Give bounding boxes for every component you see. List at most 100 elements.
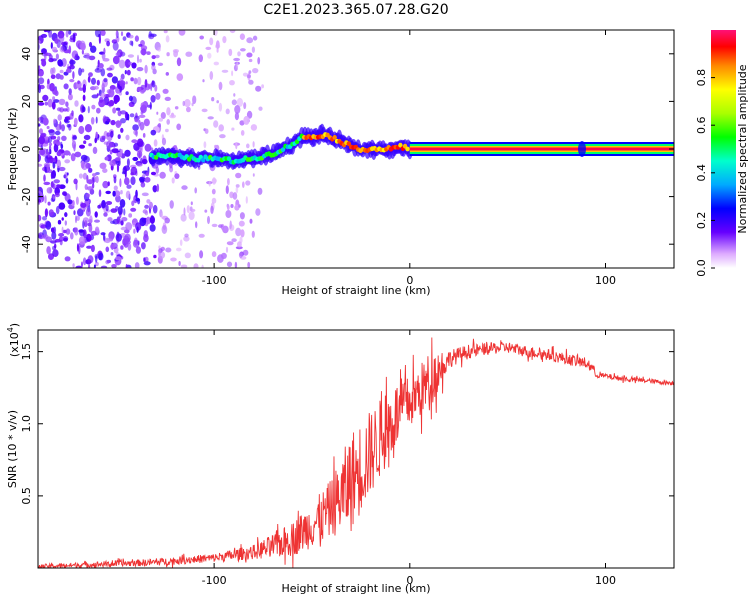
noise-speckle <box>38 198 42 203</box>
noise-speckle <box>142 209 148 214</box>
noise-speckle <box>207 215 210 225</box>
noise-speckle <box>119 85 122 93</box>
noise-speckle <box>67 93 73 101</box>
noise-speckle <box>211 197 217 204</box>
noise-speckle <box>140 182 146 188</box>
noise-speckle <box>163 30 168 34</box>
noise-speckle <box>65 68 71 73</box>
noise-speckle <box>166 52 170 57</box>
noise-speckle <box>86 53 90 60</box>
noise-speckle <box>74 100 79 107</box>
noise-speckle <box>252 68 259 74</box>
noise-speckle <box>105 155 109 161</box>
noise-speckle <box>151 80 156 88</box>
noise-speckle <box>103 77 108 83</box>
noise-speckle <box>107 217 113 222</box>
noise-speckle <box>102 58 110 62</box>
noise-speckle <box>251 46 255 53</box>
noise-speckle <box>57 61 62 66</box>
noise-speckle <box>49 82 55 92</box>
noise-speckle <box>56 159 61 169</box>
noise-speckle <box>107 72 113 78</box>
noise-speckle <box>98 96 104 103</box>
noise-speckle <box>82 83 87 93</box>
noise-speckle <box>166 107 171 116</box>
noise-speckle <box>235 172 242 179</box>
noise-speckle <box>57 114 62 121</box>
noise-speckle <box>120 190 123 195</box>
noise-speckle <box>40 48 47 54</box>
snr-panel: -100 0 100 0.5 1.0 1.5 Height of straight lin… <box>6 323 675 595</box>
noise-speckle <box>218 124 224 132</box>
noise-speckle <box>53 99 60 103</box>
noise-speckle <box>117 134 121 140</box>
noise-speckle <box>238 220 245 227</box>
noise-speckle <box>63 71 69 76</box>
noise-speckle <box>143 118 150 127</box>
noise-speckle <box>66 124 71 128</box>
noise-speckle <box>137 198 141 205</box>
noise-speckle <box>198 54 203 63</box>
noise-speckle <box>165 128 169 133</box>
noise-speckle <box>47 152 50 159</box>
noise-speckle <box>43 181 51 186</box>
noise-speckle <box>42 117 49 126</box>
noise-speckle <box>81 161 88 171</box>
noise-speckle <box>207 52 212 59</box>
noise-speckle <box>94 261 99 267</box>
noise-speckle <box>98 189 102 197</box>
noise-speckle <box>139 121 145 131</box>
noise-speckle <box>39 84 45 90</box>
noise-speckle <box>88 72 93 77</box>
noise-speckle <box>61 226 64 234</box>
noise-speckle <box>246 37 254 44</box>
noise-speckle <box>210 205 214 214</box>
noise-speckle <box>130 96 137 105</box>
noise-speckle <box>121 217 128 222</box>
noise-speckle <box>235 246 243 250</box>
spectrogram-xtick-label: 100 <box>595 274 616 287</box>
noise-speckle <box>66 172 69 176</box>
noise-speckle <box>40 33 48 38</box>
noise-speckle <box>248 70 252 74</box>
noise-speckle <box>55 73 61 80</box>
snr-xtick-label: 0 <box>406 574 413 587</box>
noise-speckle <box>117 110 122 117</box>
colorbar: 0.0 0.2 0.4 0.6 0.8 Normalized spectral ampl… <box>695 30 749 277</box>
noise-speckle <box>226 261 233 268</box>
noise-speckle <box>87 255 94 264</box>
noise-speckle <box>94 219 100 223</box>
noise-speckle <box>58 98 66 106</box>
noise-speckle <box>58 202 66 210</box>
noise-speckle <box>116 163 120 173</box>
noise-speckle <box>231 99 237 106</box>
noise-speckle <box>240 229 245 238</box>
noise-speckle <box>75 196 79 205</box>
noise-speckle <box>193 263 199 268</box>
spectrogram-marks <box>38 30 674 268</box>
colorbar-gradient <box>711 30 736 268</box>
noise-speckle <box>242 181 245 188</box>
noise-speckle <box>115 52 121 56</box>
noise-speckle <box>40 224 47 229</box>
noise-speckle <box>87 179 93 185</box>
noise-speckle <box>86 186 94 191</box>
noise-speckle <box>81 68 85 73</box>
noise-speckle <box>238 204 241 208</box>
noise-speckle <box>258 106 263 111</box>
noise-speckle <box>249 218 253 224</box>
noise-speckle <box>112 190 116 197</box>
noise-speckle <box>124 229 130 234</box>
noise-speckle <box>67 199 73 205</box>
noise-speckle <box>239 120 245 126</box>
noise-speckle <box>98 34 101 44</box>
noise-speckle <box>158 117 164 122</box>
noise-speckle <box>88 219 93 224</box>
noise-speckle <box>111 148 119 154</box>
noise-speckle <box>142 133 146 138</box>
noise-speckle <box>122 36 127 41</box>
noise-speckle <box>154 54 160 59</box>
noise-speckle <box>141 192 149 197</box>
noise-speckle <box>165 35 170 43</box>
noise-speckle <box>113 185 118 191</box>
